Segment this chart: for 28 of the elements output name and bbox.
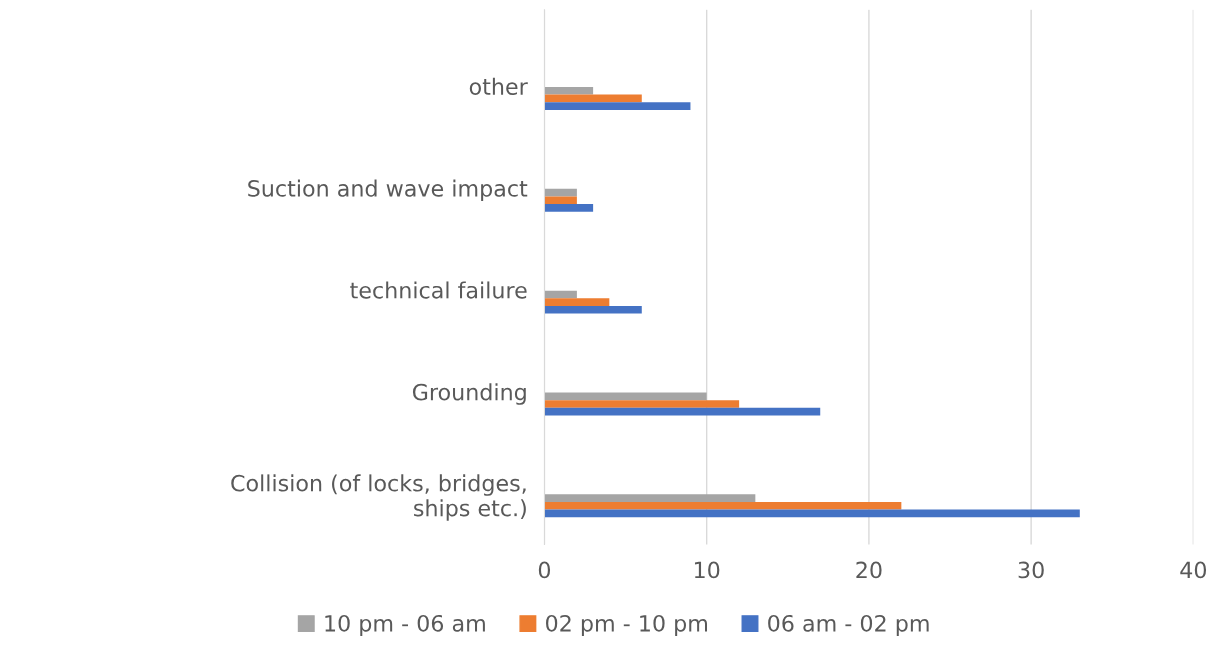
bar xyxy=(544,509,1080,518)
x-tick-label: 30 xyxy=(1018,561,1044,579)
legend-label: 10 pm - 06 am xyxy=(325,614,485,636)
x-tick-label: 10 xyxy=(694,561,720,579)
x-tick-label: 20 xyxy=(856,561,882,579)
y-tick-label: Suction and wave impact xyxy=(248,179,528,202)
y-tick-label: Grounding xyxy=(412,383,526,405)
bar xyxy=(544,392,707,401)
bar xyxy=(544,305,642,314)
bar xyxy=(544,400,740,408)
bar xyxy=(544,290,577,299)
legend-label: 02 pm - 10 pm xyxy=(546,614,707,636)
bar xyxy=(544,494,756,502)
bar xyxy=(544,86,594,95)
legend-label: 06 am - 02 pm xyxy=(768,614,929,636)
bar xyxy=(544,204,594,212)
y-tick-label: other xyxy=(469,77,528,95)
bar xyxy=(544,501,902,510)
bar xyxy=(544,102,691,110)
bar xyxy=(544,188,577,197)
bar xyxy=(544,94,642,103)
y-tick-label: technical failure xyxy=(350,281,527,299)
x-tick-label: 40 xyxy=(1180,561,1207,579)
x-tick-label: 0 xyxy=(538,561,551,579)
bar xyxy=(544,196,577,205)
bar xyxy=(544,298,610,306)
bar xyxy=(544,407,821,416)
y-tick-label: Collision (of locks, bridges, ships etc.) xyxy=(231,474,526,521)
